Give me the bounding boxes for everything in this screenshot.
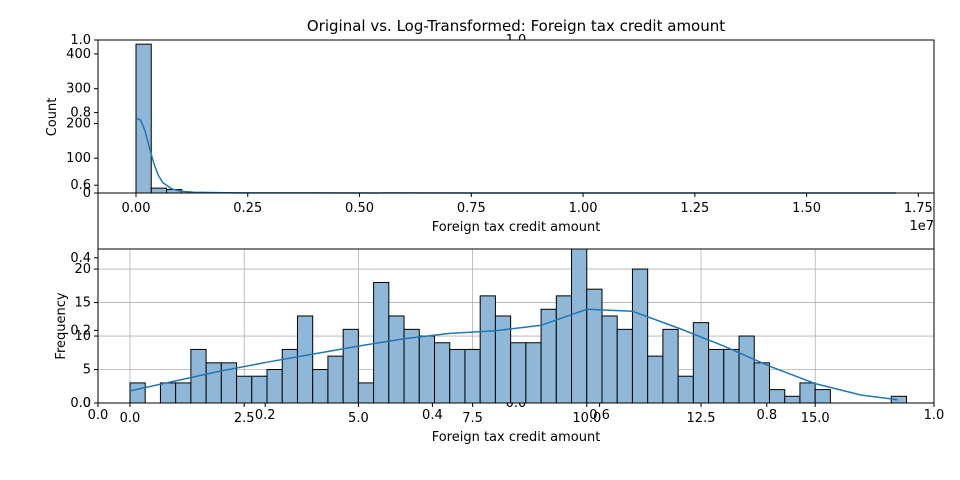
- x-tick-label: 12.5: [687, 411, 716, 426]
- overlay-y-tick-label-left: 0.4: [70, 251, 91, 266]
- histogram-bar: [296, 315, 314, 404]
- figure-title: Original vs. Log-Transformed: Foreign ta…: [307, 17, 725, 35]
- overlay-y-tick-label-left: 0.2: [70, 323, 91, 338]
- histogram-bar: [647, 355, 664, 404]
- overlay-x-tick-label: 0.6: [589, 408, 610, 423]
- y-tick-label: 20: [74, 262, 91, 277]
- x-tick-label: 1.00: [569, 201, 598, 216]
- histogram-bar: [814, 389, 831, 404]
- y-tick-label: 200: [66, 116, 91, 131]
- overlay-x-tick-label: 0.4: [422, 408, 443, 423]
- histogram-bar: [175, 382, 192, 404]
- original-x-offset-label: 1e7: [909, 219, 934, 234]
- histogram-bar: [403, 328, 420, 404]
- histogram-bar: [555, 295, 573, 404]
- histogram-bar: [357, 382, 375, 404]
- x-tick-label: 2.5: [234, 411, 255, 426]
- x-tick-label: 0.0: [120, 411, 141, 426]
- original-axes-background: [98, 40, 934, 193]
- histogram-bar: [342, 328, 359, 404]
- histogram-bar: [129, 382, 146, 404]
- y-tick-label: 5: [83, 363, 91, 378]
- histogram-bar: [479, 295, 496, 404]
- histogram-bar: [150, 187, 167, 194]
- overlay-y-tick-label-left: 0.6: [70, 178, 91, 193]
- original-y-axis-label: Count: [45, 98, 60, 137]
- histogram-bar: [266, 369, 283, 404]
- overlay-x-tick-label: 0.8: [756, 408, 777, 423]
- x-tick-label: 1.25: [680, 201, 709, 216]
- x-tick-label: 0.75: [457, 201, 486, 216]
- overlay-y-tick-label-left: 0.0: [70, 396, 91, 411]
- x-tick-label: 1.75: [904, 201, 933, 216]
- x-tick-label: 1.50: [792, 201, 821, 216]
- histogram-bar: [236, 375, 253, 404]
- histogram-bar: [327, 355, 344, 404]
- original-axes-frame: [97, 39, 935, 194]
- y-tick-label: 300: [66, 82, 91, 97]
- x-tick-label: 10.0: [572, 411, 601, 426]
- x-tick-label: 5.0: [348, 411, 369, 426]
- overlay-y-tick-label-left: 0.8: [70, 106, 91, 121]
- x-tick-label: 15.0: [801, 411, 830, 426]
- histogram-bar: [601, 315, 618, 404]
- log-y-axis-label: Frequency: [54, 292, 69, 359]
- histogram-bar: [418, 335, 436, 404]
- histogram-bar: [525, 342, 542, 404]
- y-tick-label: 15: [74, 296, 91, 311]
- log-axes-frame: [97, 248, 935, 404]
- histogram-bar: [799, 382, 816, 404]
- overlay-x-tick-label: 0.0: [88, 408, 109, 423]
- histogram-bar: [662, 328, 679, 404]
- overlay-x-tick-label: 1.0: [924, 408, 945, 423]
- y-tick-label: 100: [66, 151, 91, 166]
- x-tick-label: 0.00: [122, 201, 151, 216]
- histogram-bar: [571, 248, 588, 404]
- histogram-bar: [723, 348, 740, 404]
- histogram-bar: [768, 389, 786, 404]
- histogram-bar: [251, 375, 268, 404]
- histogram-bar: [205, 362, 222, 404]
- histogram-bar: [388, 315, 405, 404]
- histogram-bar: [464, 348, 481, 404]
- log-x-axis-label: Foreign tax credit amount: [432, 430, 601, 445]
- histogram-bar: [510, 342, 527, 404]
- original-x-axis-label: Foreign tax credit amount: [432, 220, 601, 235]
- histogram-bar: [677, 375, 694, 404]
- x-tick-label: 7.5: [462, 411, 483, 426]
- log-histogram-panel: 0.0 2.5 5.0 7.5 10.0 12.5 15.0 0 5 10 15 20 Foreig…: [54, 248, 935, 445]
- log-kde-line: [129, 308, 898, 401]
- histogram-bar: [312, 369, 329, 404]
- y-tick-label: 400: [66, 47, 91, 62]
- histogram-bar: [434, 342, 451, 404]
- y-tick-label: 0: [83, 396, 91, 411]
- y-tick-label: 10: [74, 329, 91, 344]
- x-tick-label: 0.50: [345, 201, 374, 216]
- histogram-bar: [586, 288, 603, 404]
- overlay-y-tick-label-left: 1.0: [70, 33, 91, 48]
- original-histogram-panel: 0.00 0.25 0.50 0.75 1.00 1.25 1.50 1.75 0 100 200…: [45, 39, 935, 235]
- x-tick-label: 0.25: [233, 201, 262, 216]
- overlay-x-tick-label: 0.2: [255, 408, 276, 423]
- histogram-bar: [449, 348, 466, 404]
- histogram-bar: [738, 335, 755, 404]
- y-tick-label: 0: [83, 186, 91, 201]
- histogram-bar: [708, 348, 725, 404]
- histogram-bar: [753, 362, 770, 404]
- histogram-bar: [159, 382, 177, 404]
- histogram-bar: [784, 395, 801, 404]
- histogram-bar: [631, 268, 649, 404]
- histogram-bar: [616, 328, 633, 404]
